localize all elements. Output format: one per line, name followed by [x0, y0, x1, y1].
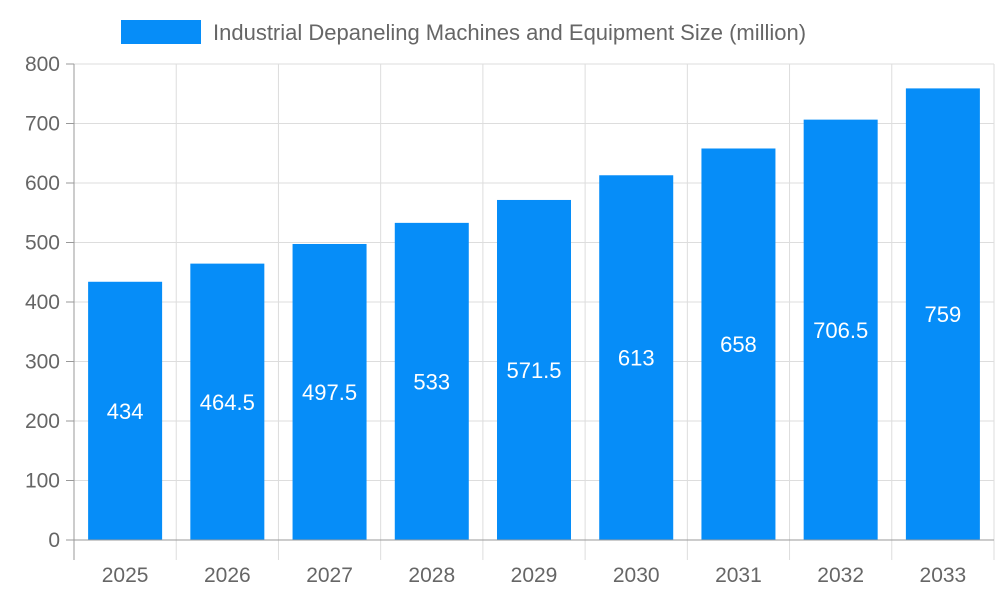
bar-2030 [599, 175, 674, 540]
data-label: 434 [107, 399, 144, 424]
x-tick-label: 2029 [511, 564, 558, 587]
y-tick-label: 400 [25, 291, 60, 314]
bar-2031 [701, 148, 776, 541]
x-tick-label: 2028 [408, 564, 455, 587]
legend-swatch [121, 20, 201, 44]
data-label: 497.5 [302, 380, 357, 405]
data-label: 571.5 [506, 358, 561, 383]
data-label: 658 [720, 332, 757, 357]
data-label: 759 [925, 302, 962, 327]
axes: 0 100 200 300 400 500 600 700 800 2025 2026 2027 202… [25, 53, 995, 587]
x-tick-label: 2030 [613, 564, 660, 587]
bar-2029 [497, 199, 571, 540]
data-label: 706.5 [813, 318, 868, 343]
bar-2026 [190, 263, 265, 540]
y-tick-label: 0 [48, 529, 60, 552]
x-tick-label: 2031 [715, 564, 762, 587]
x-tick-label: 2032 [817, 564, 864, 587]
y-tick-label: 300 [25, 351, 60, 374]
legend-label: Industrial Depaneling Machines and Equip… [213, 20, 806, 45]
bar-2028 [394, 222, 469, 541]
x-tick-label: 2026 [204, 564, 251, 587]
data-label: 533 [413, 369, 450, 394]
y-tick-label: 500 [25, 232, 60, 255]
y-tick-label: 800 [25, 53, 60, 76]
y-tick-label: 600 [25, 172, 60, 195]
data-label: 613 [618, 346, 655, 371]
bar-2033 [905, 88, 980, 541]
legend: Industrial Depaneling Machines and Equip… [121, 20, 806, 45]
data-label: 464.5 [200, 390, 255, 415]
y-tick-label: 200 [25, 410, 60, 433]
y-tick-label: 700 [25, 113, 60, 136]
y-tick-label: 100 [25, 470, 60, 493]
bar-2027 [292, 243, 367, 541]
bars: 434 464.5 497.5 533 571.5 613 658 706.5 759 [88, 88, 980, 541]
x-tick-label: 2025 [102, 564, 149, 587]
x-tick-label: 2027 [306, 564, 353, 587]
bar-2025 [88, 281, 163, 540]
x-tick-label: 2033 [920, 564, 967, 587]
bar-2032 [803, 119, 878, 540]
